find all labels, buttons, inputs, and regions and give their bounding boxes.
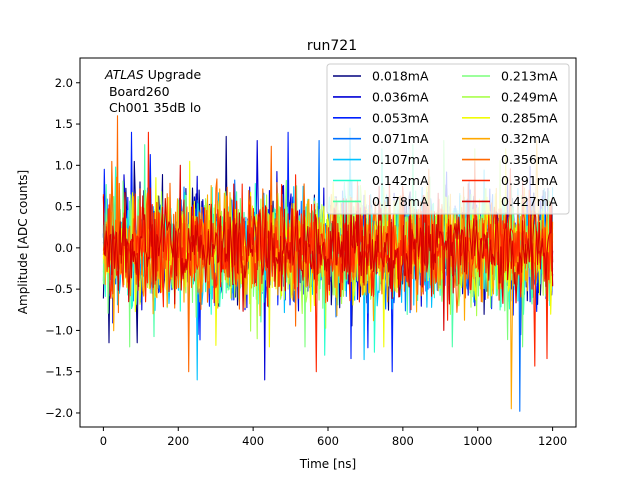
x-tick-label: 1200 bbox=[538, 434, 567, 448]
legend-label: 0.427mA bbox=[501, 194, 558, 209]
legend-label: 0.018mA bbox=[372, 69, 429, 84]
x-tick-label: 400 bbox=[242, 434, 264, 448]
legend-label: 0.178mA bbox=[372, 194, 429, 209]
legend-label: 0.32mA bbox=[501, 131, 550, 146]
y-tick-label: 1.0 bbox=[55, 158, 73, 172]
x-tick-label: 200 bbox=[167, 434, 189, 448]
annotation-line-1: ATLAS Upgrade bbox=[104, 67, 201, 82]
legend-entries: 0.018mA 0.036mA 0.053mA 0.071mA 0.107mA 0.142… bbox=[333, 69, 558, 209]
legend-label: 0.071mA bbox=[372, 131, 429, 146]
y-axis-ticks: −2.0 −1.5 −1.0 −0.5 0.0 0.5 1.0 1.5 2.0 bbox=[45, 76, 80, 420]
legend-label: 0.053mA bbox=[372, 110, 429, 125]
annotation-line-3: Ch001 35dB lo bbox=[105, 100, 201, 115]
chart-title: run721 bbox=[307, 38, 357, 54]
x-tick-label: 600 bbox=[317, 434, 339, 448]
y-tick-label: −1.0 bbox=[45, 323, 73, 337]
y-tick-label: −2.0 bbox=[45, 406, 73, 420]
legend-label: 0.285mA bbox=[501, 110, 558, 125]
legend-label: 0.213mA bbox=[501, 69, 558, 84]
annotation-atlas: ATLAS bbox=[104, 67, 144, 82]
x-axis-ticks: 0 200 400 600 800 1000 1200 bbox=[100, 427, 567, 448]
legend: 0.018mA 0.036mA 0.053mA 0.071mA 0.107mA 0.142… bbox=[326, 63, 570, 215]
y-axis-label: Amplitude [ADC counts] bbox=[16, 170, 30, 314]
annotation-upgrade: Upgrade bbox=[144, 67, 202, 82]
y-tick-label: 2.0 bbox=[55, 76, 73, 90]
legend-label: 0.107mA bbox=[372, 152, 429, 167]
legend-label: 0.391mA bbox=[501, 173, 558, 188]
y-tick-label: 0.0 bbox=[55, 241, 73, 255]
atlas-annotation: ATLAS Upgrade Board260 Ch001 35dB lo bbox=[104, 67, 201, 115]
legend-label: 0.036mA bbox=[372, 89, 429, 104]
legend-label: 0.249mA bbox=[501, 89, 558, 104]
y-tick-label: 0.5 bbox=[55, 200, 73, 214]
legend-box bbox=[326, 63, 570, 215]
series-line bbox=[102, 131, 554, 373]
legend-label: 0.142mA bbox=[372, 173, 429, 188]
y-tick-label: −0.5 bbox=[45, 282, 73, 296]
legend-label: 0.356mA bbox=[501, 152, 558, 167]
x-axis-label: Time [ns] bbox=[299, 457, 356, 471]
y-tick-label: 1.5 bbox=[55, 117, 73, 131]
y-tick-label: −1.5 bbox=[45, 365, 73, 379]
x-tick-label: 0 bbox=[100, 434, 107, 448]
series-line bbox=[102, 164, 554, 331]
annotation-line-2: Board260 bbox=[105, 84, 170, 99]
x-tick-label: 1000 bbox=[463, 434, 492, 448]
x-tick-label: 800 bbox=[392, 434, 414, 448]
series-layer bbox=[102, 115, 554, 412]
